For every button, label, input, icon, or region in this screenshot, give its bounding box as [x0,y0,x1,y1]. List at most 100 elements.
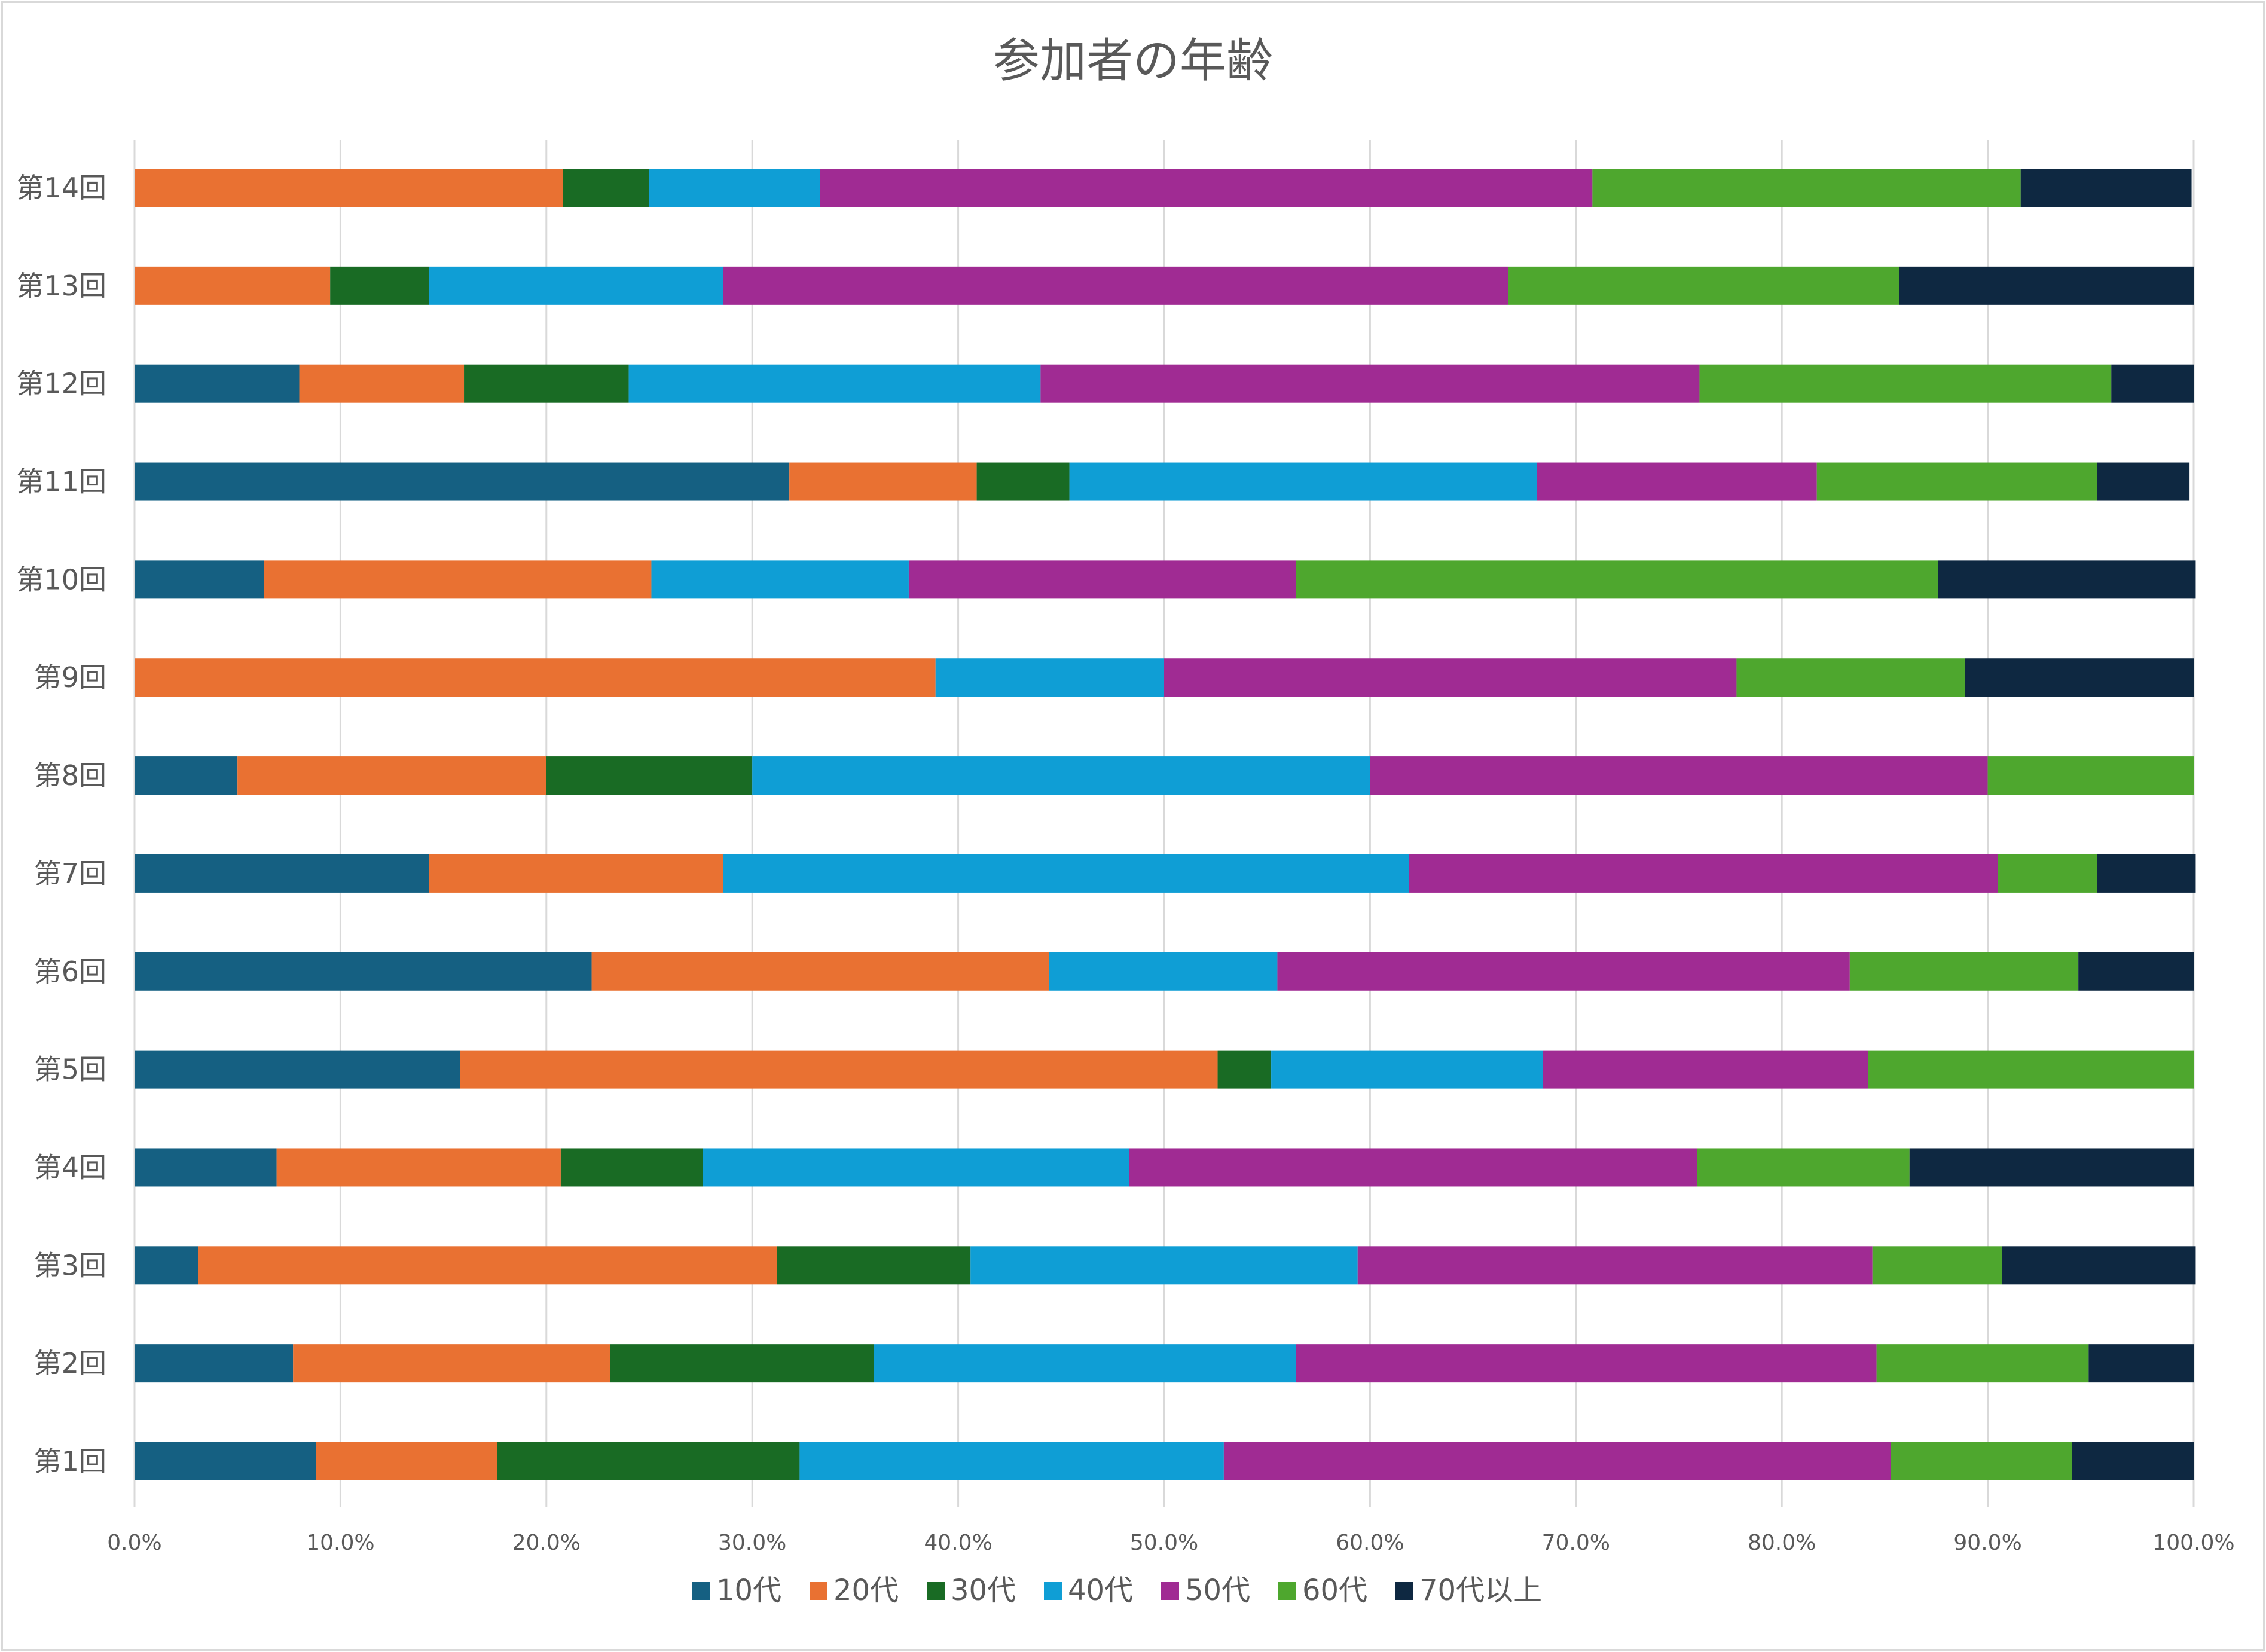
bar-segment [135,364,300,403]
bar-segment [1223,1442,1891,1480]
bar-segment [1938,560,2196,599]
category-label: 第2回 [34,1347,106,1379]
bar-segment [799,1442,1224,1480]
x-tick-label: 70.0% [1542,1531,1610,1555]
bar-segment [497,1442,800,1480]
category-label: 第10回 [16,563,106,596]
bar-segment [1508,266,1899,305]
bar-segment [560,1148,703,1187]
bar-segment [2020,169,2192,207]
legend-swatch [927,1582,945,1600]
bar-segment [1357,1246,1873,1285]
legend-label: 70代以上 [1419,1574,1542,1607]
legend-label: 50代 [1185,1574,1250,1607]
category-label: 第4回 [34,1151,106,1183]
legend-label: 40代 [1068,1574,1133,1607]
bar-segment [752,756,1370,795]
legend-item: 20代 [810,1574,899,1607]
bar-segment [591,952,1049,991]
bar-segment [563,169,649,207]
bar-segment [1998,854,2097,893]
legend-item: 10代 [692,1574,781,1607]
bar-segment [970,1246,1358,1285]
bar-segment [1069,462,1537,501]
bar-segment [464,364,629,403]
bar-segment [135,1442,316,1480]
bar-segment [135,1246,198,1285]
bar-segment [135,1344,294,1383]
bar-segment [460,1050,1218,1089]
bar-segment [429,266,723,305]
bar-segment [2072,1442,2194,1480]
category-label: 第3回 [34,1249,106,1281]
bar-segment [1592,169,2021,207]
bar-segment [1891,1442,2072,1480]
bar-segment [330,266,429,305]
bar-segment [1296,1344,1877,1383]
chart-title: 参加者の年齢 [993,34,1273,88]
bar-segment [2097,854,2196,893]
bar-segment [2111,364,2194,403]
bar-segment [1872,1246,2002,1285]
bar-segment [293,1344,610,1383]
category-label: 第9回 [34,661,106,694]
category-label: 第7回 [34,857,106,890]
legend-swatch [1161,1582,1179,1600]
bar-segment [1736,658,1965,697]
bar-segment [1849,952,2079,991]
bar-segment [2097,462,2190,501]
x-tick-label: 30.0% [718,1531,786,1555]
legend-swatch [692,1582,710,1600]
bars [135,169,2196,1480]
category-label: 第1回 [34,1445,106,1477]
bar-segment [135,266,331,305]
legend-swatch [1278,1582,1296,1600]
x-tick-label: 20.0% [512,1531,581,1555]
legend-swatch [810,1582,827,1600]
legend-item: 50代 [1161,1574,1250,1607]
legend-label: 30代 [951,1574,1016,1607]
category-label: 第8回 [34,759,106,792]
bar-segment [135,462,790,501]
bar-segment [316,1442,497,1480]
bar-segment [1965,658,2194,697]
bar-segment [1129,1148,1697,1187]
x-tick-label: 80.0% [1748,1531,1816,1555]
bar-segment [723,854,1409,893]
bar-segment [1296,560,1938,599]
legend-item: 70代以上 [1395,1574,1542,1607]
category-label: 第11回 [16,466,106,498]
bar-segment [1164,658,1737,697]
bar-segment [651,560,909,599]
bar-segment [135,854,429,893]
legend-item: 60代 [1278,1574,1367,1607]
bar-segment [649,169,820,207]
bar-segment [135,1148,277,1187]
x-tick-label: 40.0% [924,1531,992,1555]
bar-segment [237,756,546,795]
category-label: 第5回 [34,1054,106,1086]
bar-segment [2002,1246,2196,1285]
x-tick-label: 10.0% [306,1531,374,1555]
bar-segment [1271,1050,1543,1089]
bar-segment [610,1344,874,1383]
legend-label: 60代 [1302,1574,1367,1607]
bar-segment [1899,266,2194,305]
x-tick-label: 60.0% [1336,1531,1404,1555]
bar-segment [820,169,1593,207]
bar-segment [264,560,652,599]
legend-item: 30代 [927,1574,1016,1607]
category-label: 第6回 [34,955,106,988]
bar-segment [908,560,1296,599]
x-tick-label: 90.0% [1953,1531,2021,1555]
x-tick-label: 50.0% [1130,1531,1198,1555]
bar-segment [299,364,465,403]
bar-segment [1868,1050,2194,1089]
category-labels: 第1回 第2回 第3回 第4回 第5回 第6回 第7回 第8回 第9回 第10回 第11回 第12回 第… [16,172,106,1477]
bar-segment [135,658,936,697]
bar-segment [1543,1050,1868,1089]
bar-segment [628,364,1041,403]
bar-segment [135,169,563,207]
legend-label: 20代 [833,1574,899,1607]
legend-swatch [1395,1582,1413,1600]
